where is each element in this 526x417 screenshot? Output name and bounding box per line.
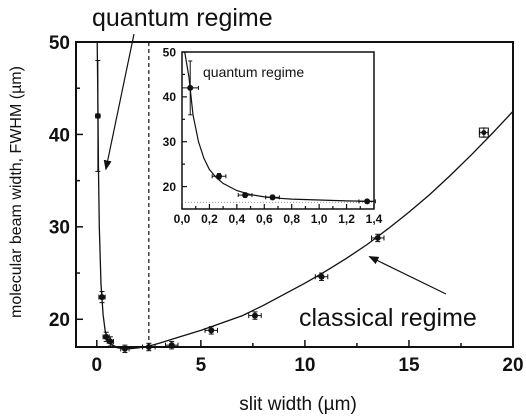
data-point [181,60,199,116]
y-axis-title: molecular beam width, FWHM (µm) [8,66,25,318]
fit-curve [96,41,514,350]
x-tick-label: 0,0 [174,212,191,226]
annotation-quantum-regime: quantum regime [92,4,273,32]
point-marker [145,344,152,350]
x-tick-label: 10 [294,355,315,376]
x-tick-label: 0,8 [283,212,300,226]
main-plot-frame [75,41,514,348]
data-point [98,291,106,304]
point-marker [269,194,276,201]
main-fit-curve [96,41,514,350]
x-tick-label: 0,2 [201,212,218,226]
point-marker [208,327,215,334]
data-point [314,272,329,281]
fit-curve [184,51,375,202]
point-marker [318,273,325,280]
point-marker [168,342,175,349]
square-marker [478,127,489,138]
x-tick-label: 0 [92,355,103,376]
arrow-quantum-regime [103,33,135,171]
inset-fit-curve [182,51,375,203]
x-tick-label: 1,4 [366,212,383,226]
data-point [370,233,385,243]
y-tick-label: 50 [163,45,177,59]
point-marker [374,234,381,241]
main-annotations: quantum regime classical regime [92,4,477,332]
point-marker [94,112,101,119]
data-point [478,127,489,138]
data-point [204,326,219,335]
y-tick-label: 30 [49,218,70,239]
data-point [358,198,376,205]
point-marker [103,333,110,340]
data-point [237,192,253,199]
point-marker [216,173,223,180]
x-tick-label: 1,2 [338,212,355,226]
x-tick-label: 0,6 [256,212,273,226]
x-tick-label: 1,0 [311,212,328,226]
data-point [94,59,101,172]
y-tick-label: 40 [163,90,177,104]
arrow-classical-regime [368,256,447,295]
point-marker [364,198,371,205]
x-tick-label: 5 [196,355,207,376]
y-tick-label: 30 [163,135,177,149]
data-point [120,344,130,354]
point-marker [121,345,128,352]
y-tick-label: 40 [49,125,70,146]
inset-axis-ticks: 0,0 0,2 0,4 0,6 0,8 1,0 1,2 1,4 20 30 40 50 [163,45,383,226]
point-marker [187,84,194,91]
y-tick-label: 50 [49,33,70,54]
x-tick-label: 15 [398,355,420,376]
point-marker [481,130,487,136]
main-data-points [94,59,489,354]
data-point [164,340,179,350]
annotation-classical-regime: classical regime [299,304,477,332]
point-marker [99,294,106,301]
inset-background [168,50,376,209]
data-point [106,336,114,347]
inset-annotation-quantum-regime: quantum regime [203,64,304,80]
point-marker [251,312,258,319]
data-point [142,342,156,352]
data-point [248,311,262,320]
x-tick-label: 20 [502,355,523,376]
y-tick-label: 20 [49,310,70,331]
point-marker [107,338,114,345]
point-marker [242,192,249,199]
data-point [211,173,227,180]
data-point [265,194,280,201]
inset-data-points [181,60,376,205]
x-tick-label: 0,4 [229,212,246,226]
y-tick-label: 20 [163,180,177,194]
x-axis-title: slit width (µm) [239,394,357,415]
